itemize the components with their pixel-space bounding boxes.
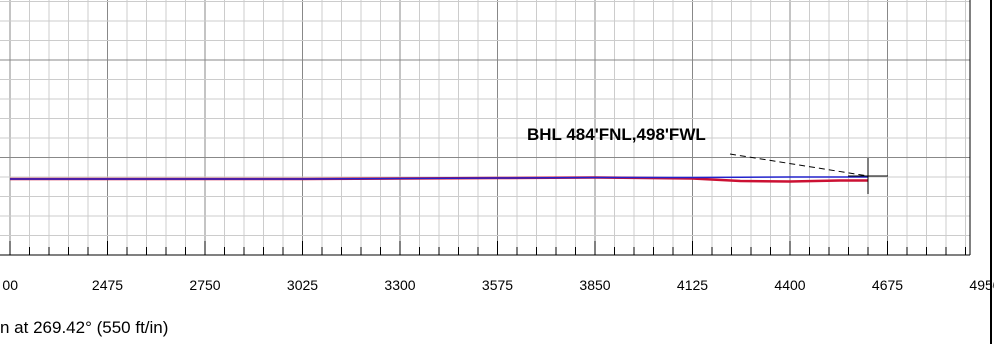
x-tick-label: 4950 (969, 277, 994, 293)
annotation-layer: BHL 484'FNL,498'FWL (527, 125, 888, 194)
x-tick-label: 2475 (92, 277, 123, 293)
x-tick-labels: 00 2475 2750 3025 3300 3575 3850 4125 4400 4675 49… (2, 277, 994, 293)
x-tick-label: 3575 (482, 277, 513, 293)
x-tick-label: 4675 (872, 277, 903, 293)
series-blue-line (10, 176, 868, 180)
grid (0, 0, 970, 255)
x-tick-label: 3850 (579, 277, 610, 293)
annotation-leader-line (729, 153, 869, 177)
x-tick-label: 3025 (287, 277, 318, 293)
x-axis-title: n at 269.42° (550 ft/in) (0, 318, 168, 337)
x-tick-label: 3300 (384, 277, 415, 293)
x-ticks (9, 241, 966, 255)
x-tick-label: 4400 (774, 277, 805, 293)
bhl-annotation: BHL 484'FNL,498'FWL (527, 125, 706, 144)
x-tick-label: 4125 (677, 277, 708, 293)
x-tick-label: 2750 (189, 277, 220, 293)
series-layer (10, 176, 868, 183)
x-tick-label: 00 (2, 277, 18, 293)
